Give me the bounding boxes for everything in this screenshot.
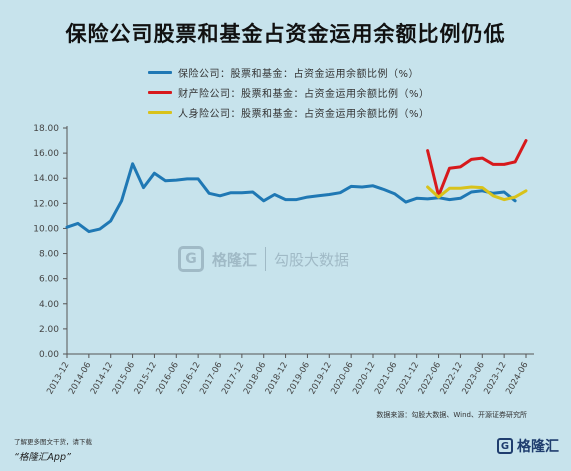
- y-tick-label: 14.00: [33, 174, 59, 184]
- y-tick-label: 2.00: [39, 325, 59, 335]
- legend-swatch-property: [148, 90, 172, 94]
- legend-swatch-life: [148, 110, 172, 114]
- legend-label-insurance: 保险公司：股票和基金：占资金运用余额比例（%）: [178, 68, 420, 80]
- y-tick-label: 6.00: [39, 275, 59, 285]
- y-tick-label: 12.00: [33, 199, 59, 209]
- series-line-insurance: [65, 162, 517, 234]
- series-line-life: [426, 185, 528, 202]
- legend-item-property: 财产险公司：股票和基金：占资金运用余额比例（%）: [148, 82, 430, 102]
- y-tick-label: 18.00: [33, 124, 59, 134]
- footer-logo: G 格隆汇: [497, 436, 559, 456]
- watermark: G 格隆汇 勾股大数据: [178, 246, 349, 272]
- footer-note: 了解更多图文干货，请下载: [14, 438, 92, 446]
- series-line-property: [426, 139, 528, 198]
- footer-logo-icon: G: [497, 438, 513, 454]
- y-tick-label: 10.00: [33, 224, 59, 234]
- watermark-divider: [265, 247, 267, 271]
- y-tick-label: 0.00: [39, 350, 59, 360]
- legend-swatch-insurance: [148, 70, 172, 74]
- legend-label-property: 财产险公司：股票和基金：占资金运用余额比例（%）: [178, 88, 430, 100]
- y-tick-label: 16.00: [33, 149, 59, 159]
- chart-legend: 保险公司：股票和基金：占资金运用余额比例（%） 财产险公司：股票和基金：占资金运…: [148, 62, 430, 122]
- source-note: 数据来源：勾股大数据、Wind、开源证券研究所: [376, 411, 527, 419]
- watermark-logo-icon: G: [178, 246, 204, 272]
- watermark-brand: 格隆汇: [212, 250, 258, 269]
- legend-label-life: 人身险公司：股票和基金：占资金运用余额比例（%）: [178, 108, 430, 120]
- footer-app-name: “格隆汇App”: [14, 452, 71, 463]
- legend-item-life: 人身险公司：股票和基金：占资金运用余额比例（%）: [148, 102, 430, 122]
- footer-logo-text: 格隆汇: [517, 439, 559, 455]
- y-tick-label: 4.00: [39, 300, 59, 310]
- y-tick-label: 8.00: [39, 250, 59, 260]
- legend-item-insurance: 保险公司：股票和基金：占资金运用余额比例（%）: [148, 62, 430, 82]
- chart-title: 保险公司股票和基金占资金运用余额比例仍低: [65, 22, 506, 46]
- line-chart: 0.00 2.00 4.00 6.00 8.00 10.00 12.00 14.00 16.00…: [33, 124, 534, 396]
- watermark-brand2: 勾股大数据: [274, 250, 350, 269]
